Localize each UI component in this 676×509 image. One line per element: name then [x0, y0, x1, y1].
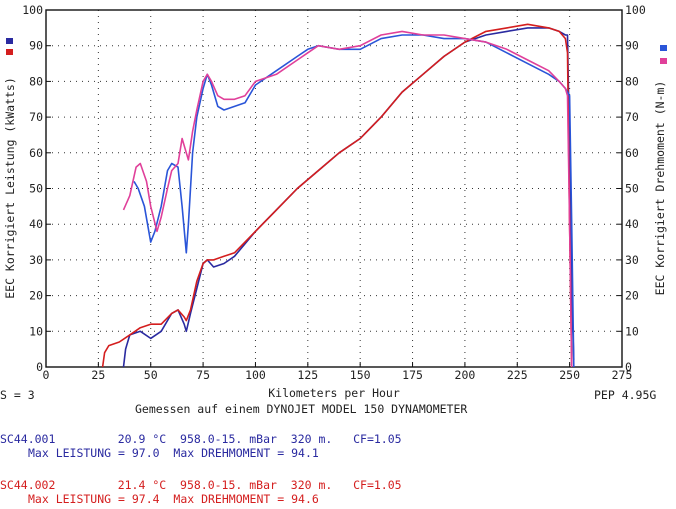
y-tick-label-left: 30 [29, 253, 43, 267]
series-line-torque-run1 [133, 34, 575, 368]
run2-info: SC44.002 21.4 °C 958.0-15. mBar 320 m. C… [0, 478, 402, 492]
x-axis-label: Kilometers per Hour [268, 386, 400, 400]
y-tick-label-right: 50 [625, 182, 639, 196]
y-tick-label-right: 100 [625, 3, 646, 17]
run1-info: SC44.001 20.9 °C 958.0-15. mBar 320 m. C… [0, 432, 402, 446]
y-tick-label-left: 40 [29, 217, 43, 231]
legend-marker-right-blue [660, 45, 667, 51]
y-tick-label-right: 60 [625, 146, 639, 160]
y-axis-label-left: EEC Korrigiert Leistung (kWatts) [3, 77, 17, 299]
y-tick-label-right: 20 [625, 289, 639, 303]
s-label: S = 3 [0, 388, 35, 402]
x-tick-label: 175 [402, 368, 423, 382]
y-tick-label-right: 90 [625, 39, 639, 53]
x-tick-label: 250 [559, 368, 580, 382]
y-tick-label-left: 80 [29, 74, 43, 88]
x-tick-label: 125 [297, 368, 318, 382]
y-tick-label-left: 60 [29, 146, 43, 160]
dyno-model-label: Gemessen auf einem DYNOJET MODEL 150 DYN… [135, 402, 468, 416]
x-tick-label: 275 [612, 368, 633, 382]
run1-id: SC44.001 [0, 432, 56, 446]
y-tick-label-left: 10 [29, 324, 43, 338]
series-line-power-run1 [122, 27, 575, 368]
y-tick-label-left: 90 [29, 39, 43, 53]
axes [45, 9, 623, 368]
y-tick-label-left: 100 [22, 3, 43, 17]
run2-max: Max LEISTUNG = 97.4 Max DREHMOMENT = 94.… [28, 492, 319, 506]
run1-conditions: 20.9 °C 958.0-15. mBar 320 m. CF=1.05 [117, 432, 402, 446]
legend-marker-blue [6, 38, 13, 44]
x-tick-label: 75 [196, 368, 210, 382]
y-tick-label-left: 20 [29, 289, 43, 303]
y-tick-label-right: 30 [625, 253, 639, 267]
y-tick-label-right: 0 [625, 360, 632, 374]
grid [46, 10, 622, 367]
y-tick-label-left: 70 [29, 110, 43, 124]
y-tick-label-right: 10 [625, 324, 639, 338]
y-tick-label-right: 80 [625, 74, 639, 88]
series-lines [101, 23, 575, 368]
x-tick-label: 150 [350, 368, 371, 382]
run2-id: SC44.002 [0, 478, 56, 492]
y-tick-label-left: 50 [29, 182, 43, 196]
x-tick-label: 0 [43, 368, 50, 382]
series-line-power-run2 [101, 23, 573, 368]
series-line-torque-run2 [122, 30, 573, 368]
x-tick-label: 225 [507, 368, 528, 382]
y-tick-label-right: 70 [625, 110, 639, 124]
x-tick-label: 25 [91, 368, 105, 382]
run2-conditions: 21.4 °C 958.0-15. mBar 320 m. CF=1.05 [117, 478, 402, 492]
x-tick-label: 200 [455, 368, 476, 382]
legend-marker-right-pink [660, 58, 667, 64]
y-tick-label-right: 40 [625, 217, 639, 231]
pep-label: PEP 4.95G [594, 388, 657, 402]
run1-max: Max LEISTUNG = 97.0 Max DREHMOMENT = 94.… [28, 446, 319, 460]
y-tick-label-left: 0 [36, 360, 43, 374]
x-tick-label: 100 [245, 368, 266, 382]
legend-marker-red [6, 49, 13, 55]
x-tick-label: 50 [144, 368, 158, 382]
y-axis-label-right: EEC Korrigiert Drehmoment (N-m) [653, 81, 667, 296]
